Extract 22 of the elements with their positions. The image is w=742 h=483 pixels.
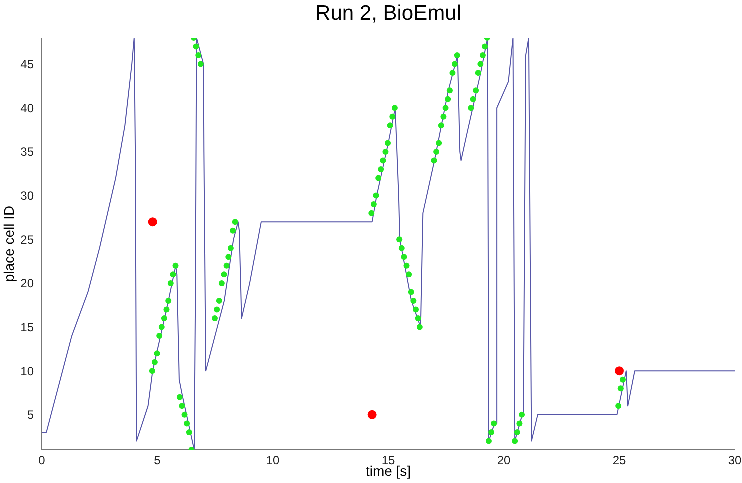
x-tick-label: 0 [38,454,46,468]
x-tick-label: 15 [382,454,396,468]
y-axis-title: place cell ID [0,206,17,282]
y-tick-label: 10 [20,364,34,378]
y-tick-label: 35 [20,145,34,160]
y-tick-label: 15 [20,320,34,335]
y-tick-label: 30 [20,189,34,204]
point [368,410,377,420]
x-tick-label: 30 [728,454,742,468]
y-tick-label: 5 [27,408,34,422]
point [148,218,158,227]
x-tick-label: 25 [612,454,626,468]
chart-title: Run 2, BioEmul [314,2,462,26]
x-tick-label: 10 [266,454,280,468]
x-tick-label: 5 [154,454,162,468]
line-series [42,38,735,450]
y-tick-label: 40 [20,101,34,116]
y-tick-label: 20 [20,276,34,291]
y-tick-label: 25 [20,232,34,247]
x-tick-label: 20 [497,454,511,468]
point [615,366,624,376]
y-tick-label: 45 [20,58,34,72]
